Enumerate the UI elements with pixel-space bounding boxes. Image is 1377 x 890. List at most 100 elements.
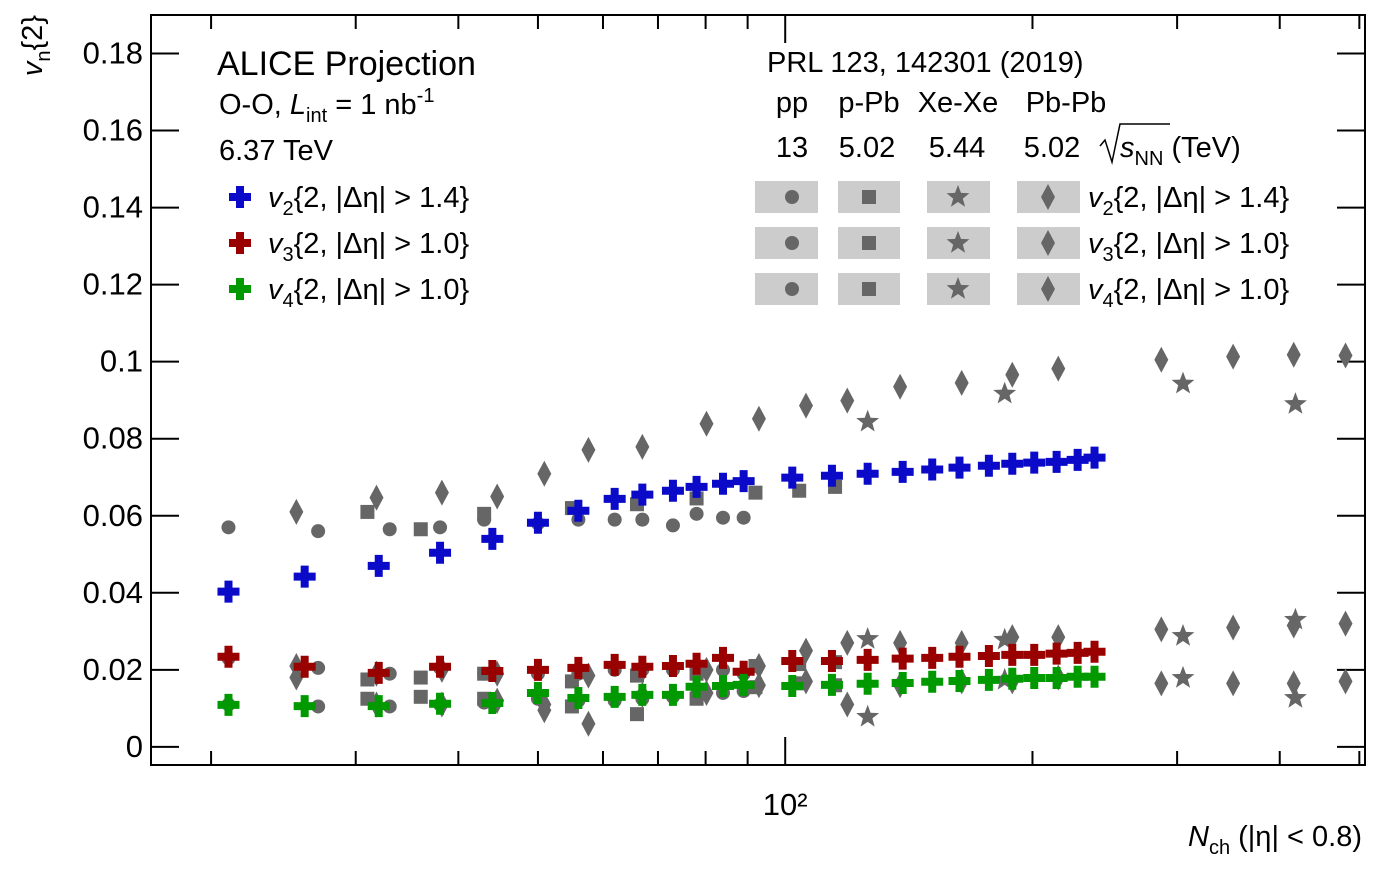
cross-marker	[856, 672, 879, 695]
cross-marker	[429, 655, 452, 678]
pbpb-marker	[840, 387, 855, 414]
pbpb-marker	[954, 369, 969, 396]
xexe-marker	[856, 409, 880, 432]
system-name: p-Pb	[838, 87, 899, 119]
pp-marker	[736, 510, 751, 525]
cross-marker	[293, 565, 316, 588]
cross-marker	[1083, 665, 1106, 688]
ppb-marker	[413, 522, 428, 537]
legend-marker	[785, 236, 799, 250]
pbpb-marker	[751, 405, 766, 432]
cross-marker	[1001, 643, 1024, 666]
legend-marker	[862, 190, 876, 204]
pbpb-marker	[1226, 614, 1241, 641]
xexe-marker	[1284, 686, 1307, 708]
pbpb-marker	[840, 629, 855, 656]
cross-marker	[977, 644, 1000, 667]
pbpb-marker	[893, 373, 908, 400]
system-energy: 5.44	[929, 132, 985, 164]
pbpb-marker	[840, 691, 855, 718]
cross-marker	[631, 655, 654, 678]
pbpb-marker	[581, 710, 596, 737]
cross-marker	[977, 668, 1000, 691]
y-tick-label: 0.14	[83, 190, 143, 225]
xexe-marker	[1284, 392, 1307, 414]
cross-marker	[856, 648, 879, 671]
pbpb-marker	[751, 672, 766, 699]
cross-marker	[526, 658, 549, 681]
cross-marker	[481, 691, 504, 714]
system-name: Xe-Xe	[918, 87, 999, 119]
pbpb-marker	[289, 498, 304, 525]
pbpb-marker	[537, 460, 552, 487]
pp-marker	[689, 506, 704, 521]
reference-title: PRL 123, 142301 (2019)	[767, 47, 1084, 79]
pbpb-marker	[1286, 341, 1301, 368]
cross-marker	[567, 499, 590, 522]
cross-marker	[1045, 642, 1068, 665]
cross-marker	[217, 580, 240, 603]
pp-marker	[382, 522, 397, 537]
pbpb-marker	[699, 410, 714, 437]
ppb-marker	[629, 707, 644, 722]
pbpb-marker	[369, 484, 384, 511]
pbpb-marker	[1154, 616, 1169, 643]
pp-marker	[665, 518, 680, 533]
xexe-marker	[993, 381, 1017, 404]
legend-label: v4{2, |Δη| > 1.0}	[1088, 274, 1289, 312]
y-tick-label: 0.06	[83, 498, 143, 533]
cross-marker	[732, 470, 755, 493]
cross-marker	[631, 483, 654, 506]
pbpb-marker	[1005, 624, 1020, 651]
cross-marker	[948, 456, 971, 479]
ppb-marker	[413, 670, 428, 685]
legend-label: v3{2, |Δη| > 1.0}	[268, 228, 469, 266]
cross-marker	[732, 673, 755, 696]
pbpb-marker	[1226, 343, 1241, 370]
cross-marker	[891, 671, 914, 694]
xexe-marker	[1171, 371, 1195, 394]
cross-marker	[429, 692, 452, 715]
cross-marker	[820, 673, 843, 696]
cross-marker	[1001, 452, 1024, 475]
cross-marker	[712, 472, 735, 495]
cross-marker	[781, 675, 804, 698]
cross-marker	[1066, 665, 1089, 688]
pbpb-marker	[1051, 355, 1066, 382]
pbpb-marker	[1286, 670, 1301, 697]
y-tick-label: 0	[126, 729, 143, 764]
cross-marker	[367, 554, 390, 577]
pbpb-marker	[1005, 361, 1020, 388]
pbpb-marker	[581, 436, 596, 463]
ppb-marker	[477, 506, 492, 521]
cross-marker	[1045, 450, 1068, 473]
legend-marker	[1041, 230, 1055, 256]
cross-marker	[712, 646, 735, 669]
cross-marker	[891, 460, 914, 483]
legend-marker	[946, 277, 970, 299]
y-tick-label: 0.18	[83, 36, 143, 71]
pbpb-marker	[1286, 612, 1301, 639]
plot-frame	[150, 14, 1366, 766]
legend-marker	[785, 282, 799, 296]
legend-marker	[229, 278, 251, 300]
pp-marker	[635, 512, 650, 527]
pbpb-marker	[1226, 670, 1241, 697]
cross-marker	[1083, 446, 1106, 469]
cross-marker	[293, 695, 316, 718]
cross-marker	[526, 511, 549, 534]
cross-marker	[367, 695, 390, 718]
pbpb-marker	[635, 433, 650, 460]
cross-marker	[481, 660, 504, 683]
cross-marker	[820, 649, 843, 672]
energy-unit: sNN (TeV)	[1120, 132, 1241, 170]
x-axis-title: Nch (|η| < 0.8)	[1188, 821, 1362, 859]
pp-marker	[716, 510, 731, 525]
pbpb-marker	[1338, 342, 1353, 369]
y-tick-label: 0.04	[83, 575, 143, 610]
cross-marker	[661, 683, 684, 706]
legend-marker	[946, 185, 970, 207]
sqrt-sign	[1099, 123, 1170, 165]
cross-marker	[921, 646, 944, 669]
